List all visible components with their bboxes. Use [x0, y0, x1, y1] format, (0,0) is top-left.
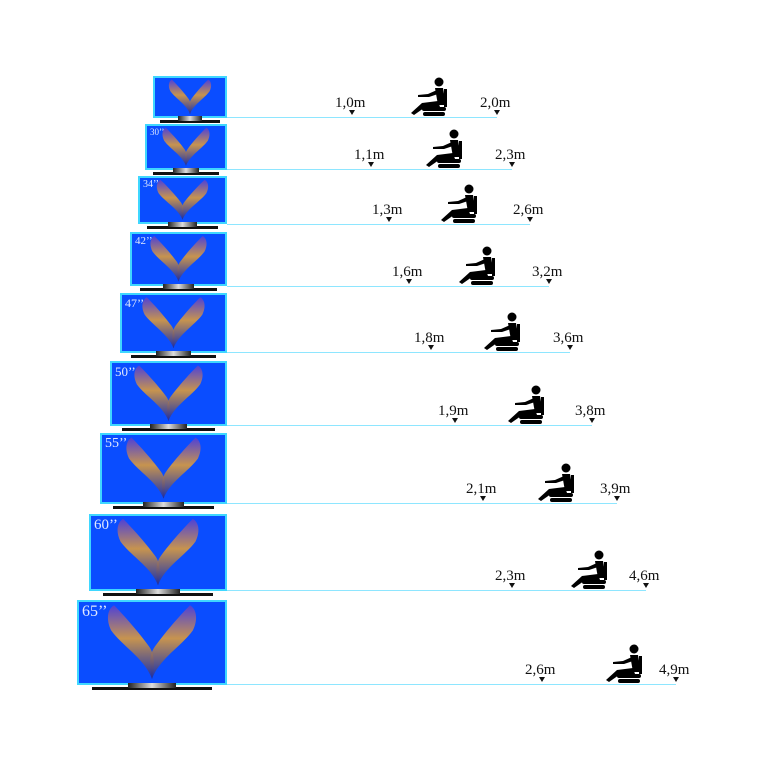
- max-distance-label: 4,6m: [629, 568, 660, 584]
- tv-size-label: 34’’: [143, 179, 159, 190]
- tv-screen: 65’’: [77, 600, 227, 685]
- seated-person-icon: [481, 312, 525, 352]
- triangle-down-icon: [673, 677, 679, 682]
- tv-size-label: 42’’: [135, 235, 153, 247]
- tv-screen: 60’’: [89, 514, 227, 591]
- max-distance-label: 2,6m: [513, 202, 544, 218]
- max-distance-label: 2,0m: [480, 95, 511, 111]
- min-distance-label: 1,8m: [414, 330, 445, 346]
- tv-stand: [121, 424, 216, 431]
- min-distance-label: 2,6m: [525, 662, 556, 678]
- floor-line: [227, 224, 530, 225]
- tv-size-label: 55’’: [105, 436, 128, 451]
- triangle-down-icon: [509, 583, 515, 588]
- tv-screen: 30’’: [145, 124, 227, 170]
- min-distance-label: 1,6m: [392, 264, 423, 280]
- triangle-down-icon: [406, 279, 412, 284]
- min-distance-label: 1,0m: [335, 95, 366, 111]
- floor-line: [227, 590, 646, 591]
- triangle-down-icon: [567, 345, 573, 350]
- tv-stand: [130, 351, 217, 358]
- tv-stand: [102, 589, 214, 596]
- triangle-down-icon: [452, 418, 458, 423]
- tv-screen: 34’’: [138, 176, 227, 224]
- triangle-down-icon: [349, 110, 355, 115]
- triangle-down-icon: [368, 162, 374, 167]
- min-distance-label: 1,9m: [438, 403, 469, 419]
- triangle-down-icon: [546, 279, 552, 284]
- max-distance-label: 2,3m: [495, 147, 526, 163]
- min-distance-label: 1,1m: [354, 147, 385, 163]
- floor-line: [227, 352, 570, 353]
- tv-screen: 47’’: [120, 293, 227, 353]
- tv-screen: 50’’: [110, 361, 227, 426]
- floor-line: [227, 286, 549, 287]
- triangle-down-icon: [614, 496, 620, 501]
- tv-stand: [153, 168, 219, 175]
- triangle-down-icon: [428, 345, 434, 350]
- max-distance-label: 3,2m: [532, 264, 563, 280]
- triangle-down-icon: [386, 217, 392, 222]
- floor-line: [227, 503, 617, 504]
- min-distance-label: 2,1m: [466, 481, 497, 497]
- max-distance-label: 4,9m: [659, 662, 690, 678]
- tv-size-label: 65’’: [82, 603, 108, 620]
- tv-stand: [112, 502, 215, 509]
- seated-person-icon: [568, 550, 612, 590]
- seated-person-icon: [603, 644, 647, 684]
- max-distance-label: 3,8m: [575, 403, 606, 419]
- seated-person-icon: [438, 184, 482, 224]
- triangle-down-icon: [509, 162, 515, 167]
- floor-line: [227, 425, 592, 426]
- tv-size-label: 60’’: [94, 517, 118, 533]
- tv-stand: [92, 683, 212, 690]
- max-distance-label: 3,6m: [553, 330, 584, 346]
- max-distance-label: 3,9m: [600, 481, 631, 497]
- tv-size-label: 30’’: [150, 127, 165, 137]
- tv-screen: 42’’: [130, 232, 227, 286]
- floor-line: [227, 169, 512, 170]
- floor-line: [227, 684, 676, 685]
- triangle-down-icon: [527, 217, 533, 222]
- triangle-down-icon: [589, 418, 595, 423]
- triangle-down-icon: [494, 110, 500, 115]
- tv-size-label: 50’’: [115, 364, 136, 379]
- tv-size-label: 47’’: [125, 296, 145, 310]
- triangle-down-icon: [643, 583, 649, 588]
- triangle-down-icon: [480, 496, 486, 501]
- tv-stand: [146, 222, 219, 229]
- tv-screen: [153, 76, 227, 118]
- seated-person-icon: [456, 246, 500, 286]
- triangle-down-icon: [539, 677, 545, 682]
- tv-stand: [139, 284, 218, 291]
- tv-stand: [160, 116, 220, 123]
- min-distance-label: 1,3m: [372, 202, 403, 218]
- seated-person-icon: [423, 129, 467, 169]
- floor-line: [227, 117, 497, 118]
- seated-person-icon: [408, 77, 452, 117]
- seated-person-icon: [505, 385, 549, 425]
- tv-screen: 55’’: [100, 433, 227, 504]
- min-distance-label: 2,3m: [495, 568, 526, 584]
- seated-person-icon: [535, 463, 579, 503]
